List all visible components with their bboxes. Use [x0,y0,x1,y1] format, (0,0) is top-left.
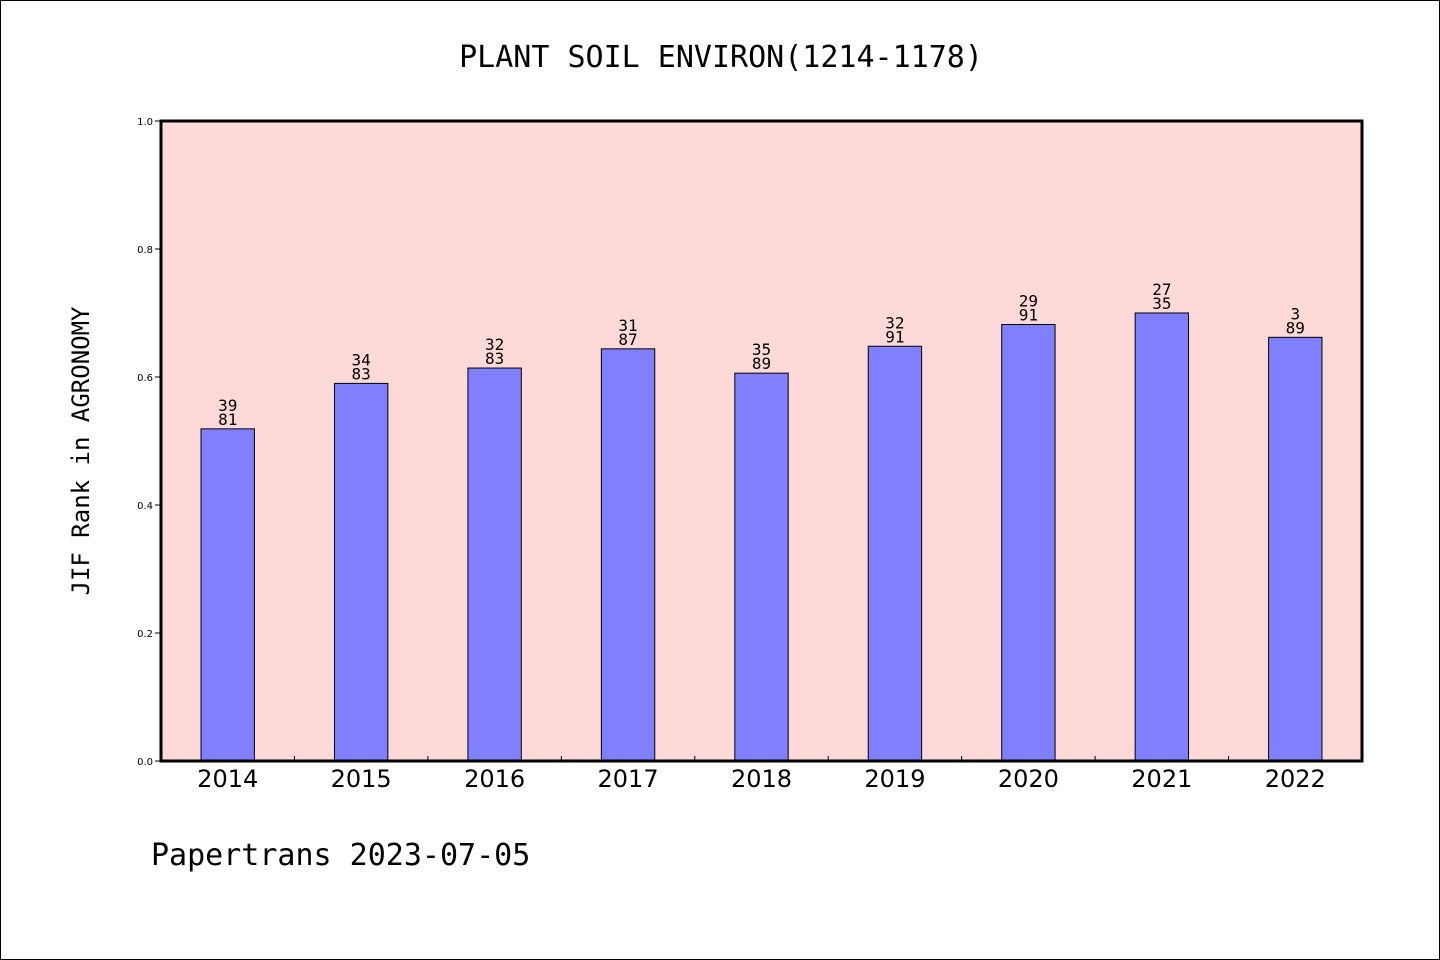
chart-title: PLANT SOIL ENVIRON(1214-1178) [459,40,983,75]
bar-2022 [1268,336,1323,762]
bar-label-rank: 32 [885,313,904,332]
y-tick-label: 1.0 [137,117,153,128]
bar-label-rank: 39 [218,396,237,415]
y-tick-label: 0.8 [137,245,153,256]
bar-2015 [333,382,389,762]
bar-label-rank: 3 [1290,304,1300,323]
bar-label-total: 89 [1286,318,1305,337]
bar-label-rank: 35 [752,340,771,359]
bar-label-rank: 32 [485,335,504,354]
y-tick-label: 0.4 [137,501,153,512]
bar-2021 [1134,312,1190,762]
bar-label-total: 91 [1019,306,1038,325]
x-tick-label: 2017 [598,765,659,793]
bar-2018 [734,372,789,762]
plot-area: 0.00.20.40.60.81.02014398120153483201632… [137,117,1364,793]
y-axis-label: JIF Rank in AGRONOMY [67,306,95,596]
bar-label-total: 83 [352,364,371,383]
bar-label-total: 91 [885,327,904,346]
bar-2016 [467,367,522,762]
bar-label-rank: 31 [618,316,637,335]
bar-label-total: 87 [618,330,637,349]
bar-label-total: 83 [485,349,504,368]
x-tick-label: 2014 [197,765,258,793]
x-tick-label: 2022 [1265,765,1326,793]
y-tick-label: 0.2 [137,629,153,640]
bar-2019 [867,345,923,762]
y-tick-label: 0.6 [137,373,153,384]
bar-label-rank: 34 [352,350,371,369]
bar-2014 [200,428,255,762]
y-tick-label: 0.0 [137,757,153,768]
bar-2020 [1001,324,1056,762]
x-tick-label: 2018 [731,765,792,793]
x-tick-label: 2020 [998,765,1059,793]
bar-label-total: 89 [752,354,771,373]
bar-2017 [600,348,656,762]
plot-frame [159,119,1364,763]
bar-label-total: 35 [1152,294,1171,313]
x-tick-label: 2016 [464,765,525,793]
x-tick-label: 2021 [1131,765,1192,793]
footer-note: Papertrans 2023-07-05 [151,838,530,873]
bar-label-total: 81 [218,410,237,429]
x-tick-label: 2015 [331,765,392,793]
x-tick-label: 2019 [864,765,925,793]
bar-label-rank: 29 [1019,292,1038,311]
bar-label-rank: 27 [1152,280,1171,299]
